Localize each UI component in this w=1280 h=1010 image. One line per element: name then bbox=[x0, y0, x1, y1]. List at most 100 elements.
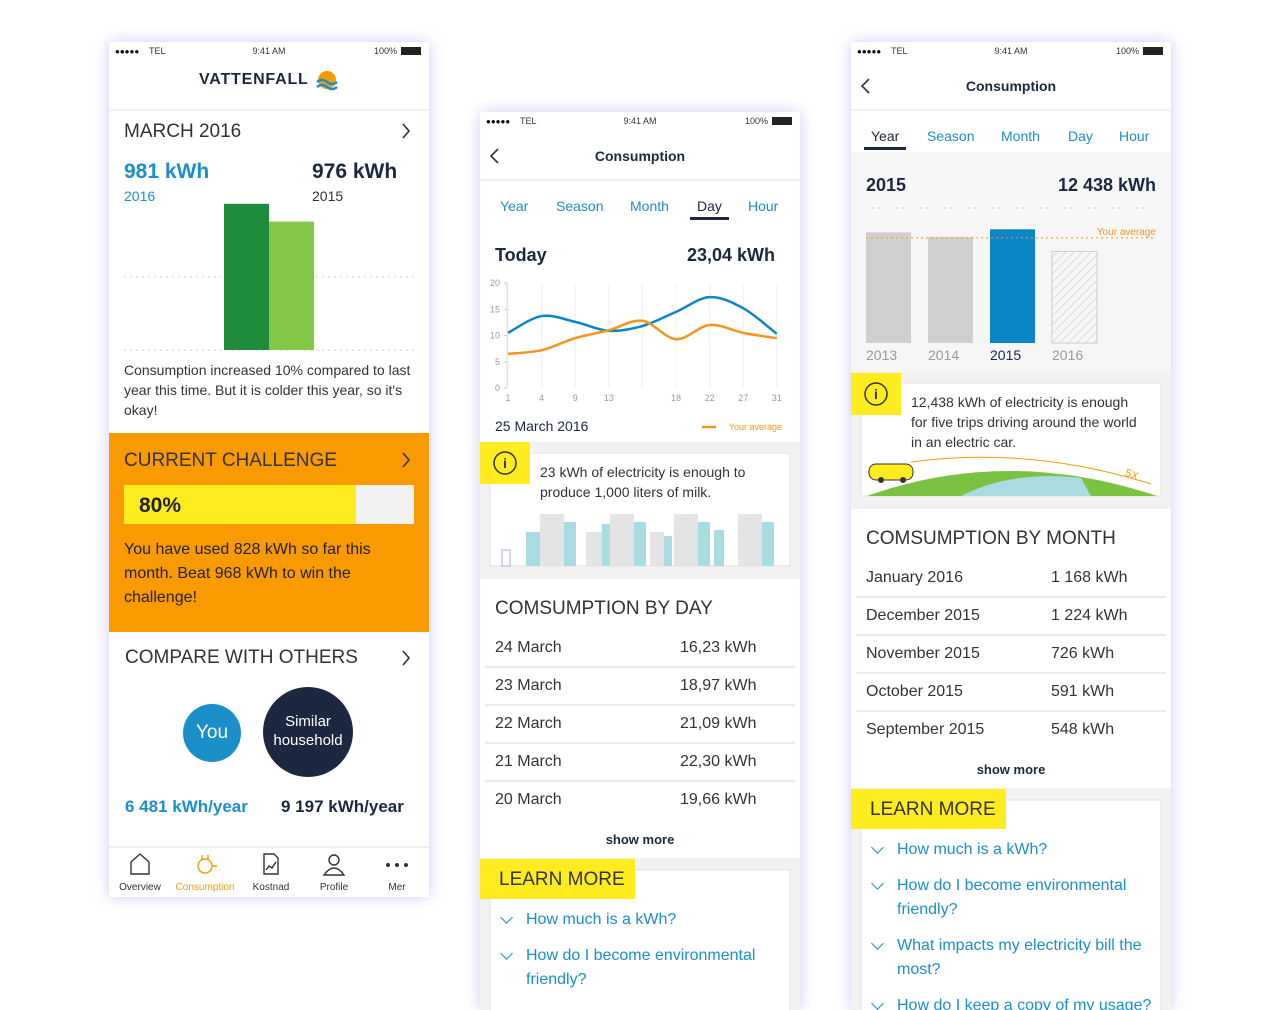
fact-text: 12,438 kWh of electricity is enough for … bbox=[911, 394, 1137, 450]
date: 25 March 2016 bbox=[495, 418, 589, 434]
car-illustration bbox=[867, 456, 1157, 496]
row-label: September 2015 bbox=[866, 721, 985, 738]
bar bbox=[269, 221, 314, 350]
period-tab[interactable]: Year bbox=[500, 198, 529, 214]
bar bbox=[866, 232, 911, 343]
previous-value: 976 kWh bbox=[312, 160, 398, 183]
row-value: 1 168 kWh bbox=[1051, 569, 1128, 586]
info-badge bbox=[480, 442, 530, 484]
learn-badge bbox=[480, 859, 635, 899]
signal-dots: ●●●●● bbox=[115, 47, 139, 56]
learn-item[interactable]: How much is a kWh? bbox=[526, 908, 788, 932]
bar bbox=[224, 203, 269, 350]
battery-icon bbox=[1143, 47, 1163, 55]
info-icon bbox=[864, 382, 888, 406]
x-tick-label: 2015 bbox=[990, 347, 1021, 363]
period-tab[interactable]: Hour bbox=[748, 198, 779, 214]
note: Consumption increased 10% compared to la… bbox=[124, 362, 411, 418]
current-year: 2016 bbox=[124, 188, 156, 204]
info-icon-glyph: i bbox=[503, 455, 507, 471]
learn-item[interactable]: How much is a kWh? bbox=[897, 838, 1159, 862]
challenge-text: You have used 828 kWh so far this month.… bbox=[124, 541, 371, 606]
period-tab[interactable]: Season bbox=[927, 128, 975, 144]
row-label: December 2015 bbox=[866, 607, 980, 624]
section-title: CURRENT CHALLENGE bbox=[124, 450, 337, 471]
chevron[interactable] bbox=[402, 650, 411, 666]
previous-year: 2015 bbox=[312, 188, 344, 204]
learn-item[interactable]: What impacts my electricity bill the mos… bbox=[897, 934, 1159, 982]
row-value: 1 224 kWh bbox=[1051, 607, 1128, 624]
x-tick-label: 22 bbox=[705, 393, 715, 403]
row-label: 21 March bbox=[495, 753, 562, 770]
battery: 100% bbox=[745, 116, 769, 126]
show-more[interactable]: show more bbox=[605, 832, 675, 847]
battery: 100% bbox=[374, 46, 398, 56]
learn-item[interactable]: How do I keep a copy of my usage? bbox=[897, 994, 1159, 1010]
tab-bar-item[interactable]: Consumption bbox=[175, 882, 235, 893]
screen-title: Consumption bbox=[594, 148, 686, 164]
x-tick-label: 18 bbox=[671, 393, 681, 403]
similar-label: Similar household bbox=[273, 713, 343, 749]
carrier: TEL bbox=[891, 46, 908, 56]
clock: 9:41 AM bbox=[623, 116, 657, 126]
period-tab[interactable]: Year bbox=[864, 128, 907, 150]
row-label: October 2015 bbox=[866, 683, 963, 700]
phone-day: ●●●●● i 0 5 10 15 20 1 4 9 13 18 22 27 31 Your averag… bbox=[480, 112, 800, 1010]
info-badge bbox=[851, 373, 901, 415]
tab-bar-item[interactable]: Overview bbox=[119, 882, 161, 893]
y-tick-label: 15 bbox=[490, 304, 500, 314]
x-tick-label: 2016 bbox=[1052, 347, 1083, 363]
learn-title: LEARN MORE bbox=[870, 799, 996, 820]
row-label: 24 March bbox=[495, 639, 562, 656]
battery-icon bbox=[401, 47, 421, 55]
logo: VATTENFALL bbox=[199, 71, 309, 88]
summary-value: 12 438 kWh bbox=[1057, 175, 1156, 195]
carrier: TEL bbox=[520, 116, 537, 126]
you-label: You bbox=[195, 722, 229, 743]
x-tick-label: 2014 bbox=[928, 347, 959, 363]
you-value: 6 481 kWh/year bbox=[125, 797, 248, 816]
back-button[interactable] bbox=[489, 148, 499, 164]
y-tick-label: 5 bbox=[495, 357, 500, 367]
info-icon-glyph: i bbox=[874, 386, 878, 402]
row-value: 21,09 kWh bbox=[680, 715, 757, 732]
section-title: MARCH 2016 bbox=[124, 121, 242, 142]
legend-label: Your average bbox=[729, 422, 782, 432]
back-button[interactable] bbox=[860, 78, 870, 94]
row-value: 18,97 kWh bbox=[680, 677, 757, 694]
phone-graphics: ●●●●● bbox=[109, 47, 429, 876]
fact-text: 23 kWh of electricity is enough to produ… bbox=[540, 464, 746, 500]
learn-item[interactable]: How do I become environmental friendly? bbox=[526, 944, 788, 992]
x-tick-label: 27 bbox=[738, 393, 748, 403]
summary-label: Today bbox=[495, 245, 547, 265]
progress-label: 80% bbox=[139, 494, 182, 517]
chevron[interactable] bbox=[402, 123, 411, 139]
tab-bar-item[interactable]: Profile bbox=[319, 882, 349, 893]
period-tab[interactable]: Day bbox=[690, 198, 729, 220]
show-more[interactable]: show more bbox=[976, 762, 1046, 777]
tab-icons bbox=[130, 853, 409, 876]
learn-badge bbox=[851, 789, 1006, 829]
x-tick-label: 9 bbox=[573, 393, 578, 403]
learn-item[interactable]: How do I become environmental friendly? bbox=[897, 874, 1159, 922]
y-tick-label: 10 bbox=[490, 331, 500, 341]
row-label: November 2015 bbox=[866, 645, 980, 662]
section-title: COMPARE WITH OTHERS bbox=[125, 647, 358, 668]
period-tab[interactable]: Month bbox=[630, 198, 669, 214]
period-tab[interactable]: Hour bbox=[1119, 128, 1150, 144]
period-tab[interactable]: Month bbox=[1001, 128, 1040, 144]
clock: 9:41 AM bbox=[252, 46, 286, 56]
row-label: 20 March bbox=[495, 791, 562, 808]
period-tab[interactable]: Day bbox=[1068, 128, 1093, 144]
challenge-bg bbox=[109, 433, 429, 632]
tab-bar-item[interactable]: Kostnad bbox=[252, 882, 290, 893]
tab-bar-item[interactable]: Mer bbox=[388, 882, 406, 893]
period-tab[interactable]: Season bbox=[556, 198, 604, 214]
row-label: 22 March bbox=[495, 715, 562, 732]
screen-title: Consumption bbox=[965, 78, 1057, 94]
x-tick-label: 2013 bbox=[866, 347, 897, 363]
row-value: 726 kWh bbox=[1051, 645, 1115, 662]
bar bbox=[928, 236, 973, 343]
chevron[interactable] bbox=[402, 452, 411, 468]
